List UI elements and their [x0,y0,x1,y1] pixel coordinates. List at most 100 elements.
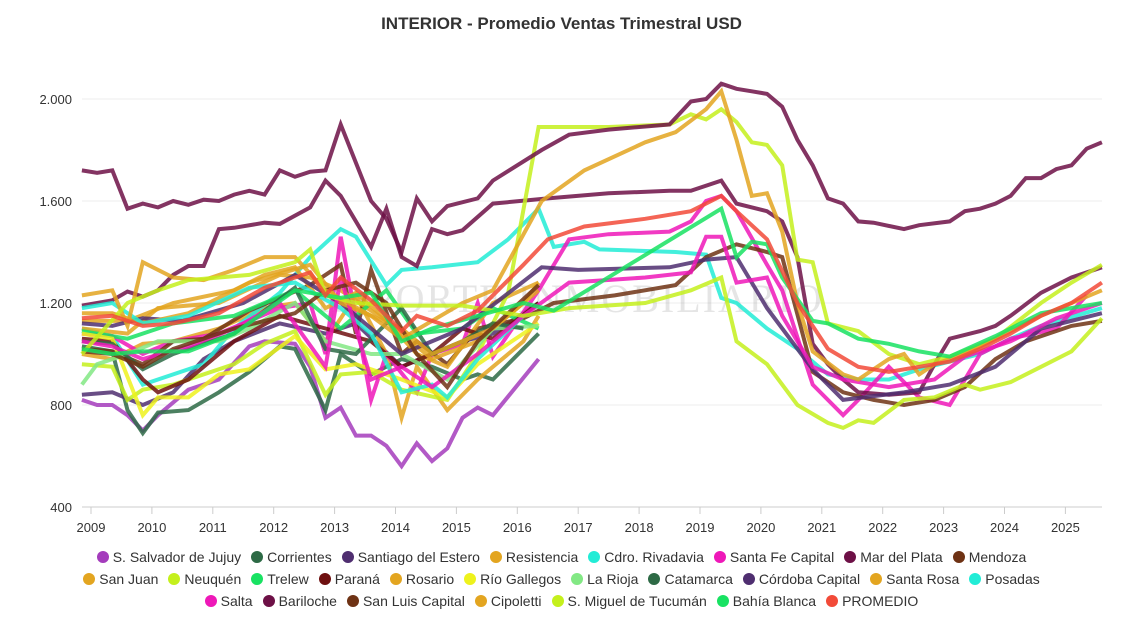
y-tick-label: 1.200 [39,296,72,311]
legend-marker-icon [318,573,331,585]
x-tick-label: 2017 [564,520,593,535]
legend-label: Neuquén [184,571,242,587]
x-tick-label: 2022 [868,520,897,535]
series-line-santa-rosa[interactable] [81,262,540,357]
legend-label: Mar del Plata [860,549,943,565]
x-tick-label: 2024 [990,520,1019,535]
legend-item[interactable]: Río Gallegos [464,571,561,587]
legend-item[interactable]: Mar del Plata [844,549,943,565]
series-line-bah-a-blanca[interactable] [81,205,1103,359]
legend-marker-icon [262,595,275,607]
series-lines [80,81,1104,470]
legend-item[interactable]: Bahía Blanca [716,593,817,609]
legend-marker-icon [96,551,109,563]
chart-title: INTERIOR - Promedio Ventas Trimestral US… [381,14,742,33]
legend-label: Córdoba Capital [758,571,861,587]
x-tick-label: 2014 [381,520,410,535]
x-tick-label: 2009 [77,520,106,535]
legend-label: Río Gallegos [480,571,562,587]
y-tick-label: 400 [50,500,72,515]
legend-label: Mendoza [968,549,1027,565]
legend-item[interactable]: Cdro. Rivadavia [588,549,704,565]
legend-item[interactable]: Posadas [969,571,1040,587]
legend-item[interactable]: Bariloche [262,593,337,609]
legend-marker-icon [648,573,661,585]
legend-label: Bariloche [278,593,337,609]
grid-lines [82,98,1102,508]
legend-item[interactable]: Santa Rosa [870,571,959,587]
legend-item[interactable]: Trelew [251,571,309,587]
legend-item[interactable]: Mendoza [952,549,1027,565]
legend-item[interactable]: San Juan [83,571,158,587]
legend-marker-icon [389,573,402,585]
series-line-s-miguel-de-tucum-n[interactable] [80,245,1104,431]
series-line-cipoletti[interactable] [81,87,1103,382]
series-line-posadas[interactable] [81,280,525,401]
legend-label: Santa Rosa [886,571,960,587]
legend-item[interactable]: Rosario [389,571,455,587]
y-tick-label: 2.000 [39,92,72,107]
legend-marker-icon [571,573,584,585]
legend-marker-icon [742,573,755,585]
legend-marker-icon [204,595,217,607]
legend-item[interactable]: Córdoba Capital [742,571,861,587]
legend-item[interactable]: PROMEDIO [826,593,918,609]
x-tick-label: 2011 [199,520,227,535]
legend-label: Corrientes [267,549,332,565]
legend-marker-icon [952,551,965,563]
legend-item[interactable]: Corrientes [251,549,332,565]
legend-row: S. Salvador de Jujuy Corrientes Santiago d… [20,546,1103,568]
legend-label: Trelew [267,571,309,587]
legend-item[interactable]: Santiago del Estero [341,549,480,565]
legend-item[interactable]: San Luis Capital [346,593,465,609]
legend-item[interactable]: S. Miguel de Tucumán [551,593,707,609]
axes: 2.000 1.600 1.200 800 400 2009 2010 2011 2012 201… [39,92,1079,535]
legend-label: Bahía Blanca [732,593,817,609]
series-line-promedio[interactable] [81,193,1104,374]
series-line-mar-del-plata[interactable] [81,177,1103,397]
legend-marker-icon [716,595,729,607]
x-tick-label: 2015 [442,520,471,535]
legend-item[interactable]: S. Salvador de Jujuy [96,549,242,565]
legend-item[interactable]: La Rioja [571,571,638,587]
legend-item[interactable]: Catamarca [648,571,733,587]
legend-marker-icon [168,573,181,585]
y-tick-label: 1.600 [39,194,72,209]
legend-label: Cdro. Rivadavia [604,549,704,565]
legend: S. Salvador de Jujuy Corrientes Santiago d… [20,546,1103,612]
x-tick-label: 2021 [807,520,836,535]
legend-marker-icon [474,595,487,607]
series-line-r-o-gallegos[interactable] [81,321,540,420]
legend-item[interactable]: Santa Fe Capital [713,549,834,565]
legend-row: Salta Bariloche San Luis Capital Cipoletti S… [20,590,1103,612]
x-tick-label: 2025 [1051,520,1080,535]
legend-label: Rosario [405,571,455,587]
legend-marker-icon [713,551,726,563]
x-tick-label: 2023 [929,520,958,535]
legend-item[interactable]: Resistencia [489,549,579,565]
legend-item[interactable]: Salta [204,593,253,609]
legend-marker-icon [489,551,502,563]
legend-label: San Luis Capital [362,593,465,609]
legend-item[interactable]: Paraná [318,571,380,587]
legend-label: La Rioja [587,571,639,587]
legend-label: Cipoletti [490,593,542,609]
legend-row: San Juan Neuquén Trelew Paraná Rosario Río Ga… [20,568,1103,590]
legend-item[interactable]: Cipoletti [474,593,542,609]
series-line-cdro-rivadavia[interactable] [81,205,1103,387]
series-line-santa-fe-capital[interactable] [81,193,1089,419]
legend-label: Catamarca [664,571,733,587]
legend-label: Santiago del Estero [357,549,480,565]
legend-label: Posadas [985,571,1040,587]
legend-marker-icon [870,573,883,585]
legend-label: S. Salvador de Jujuy [112,549,242,565]
legend-marker-icon [969,573,982,585]
legend-label: San Juan [99,571,159,587]
legend-marker-icon [551,595,564,607]
legend-label: Resistencia [505,549,579,565]
legend-label: S. Miguel de Tucumán [567,593,707,609]
series-line-bariloche[interactable] [81,81,1103,258]
legend-item[interactable]: Neuquén [168,571,241,587]
x-tick-label: 2020 [746,520,775,535]
legend-label: Paraná [334,571,380,587]
